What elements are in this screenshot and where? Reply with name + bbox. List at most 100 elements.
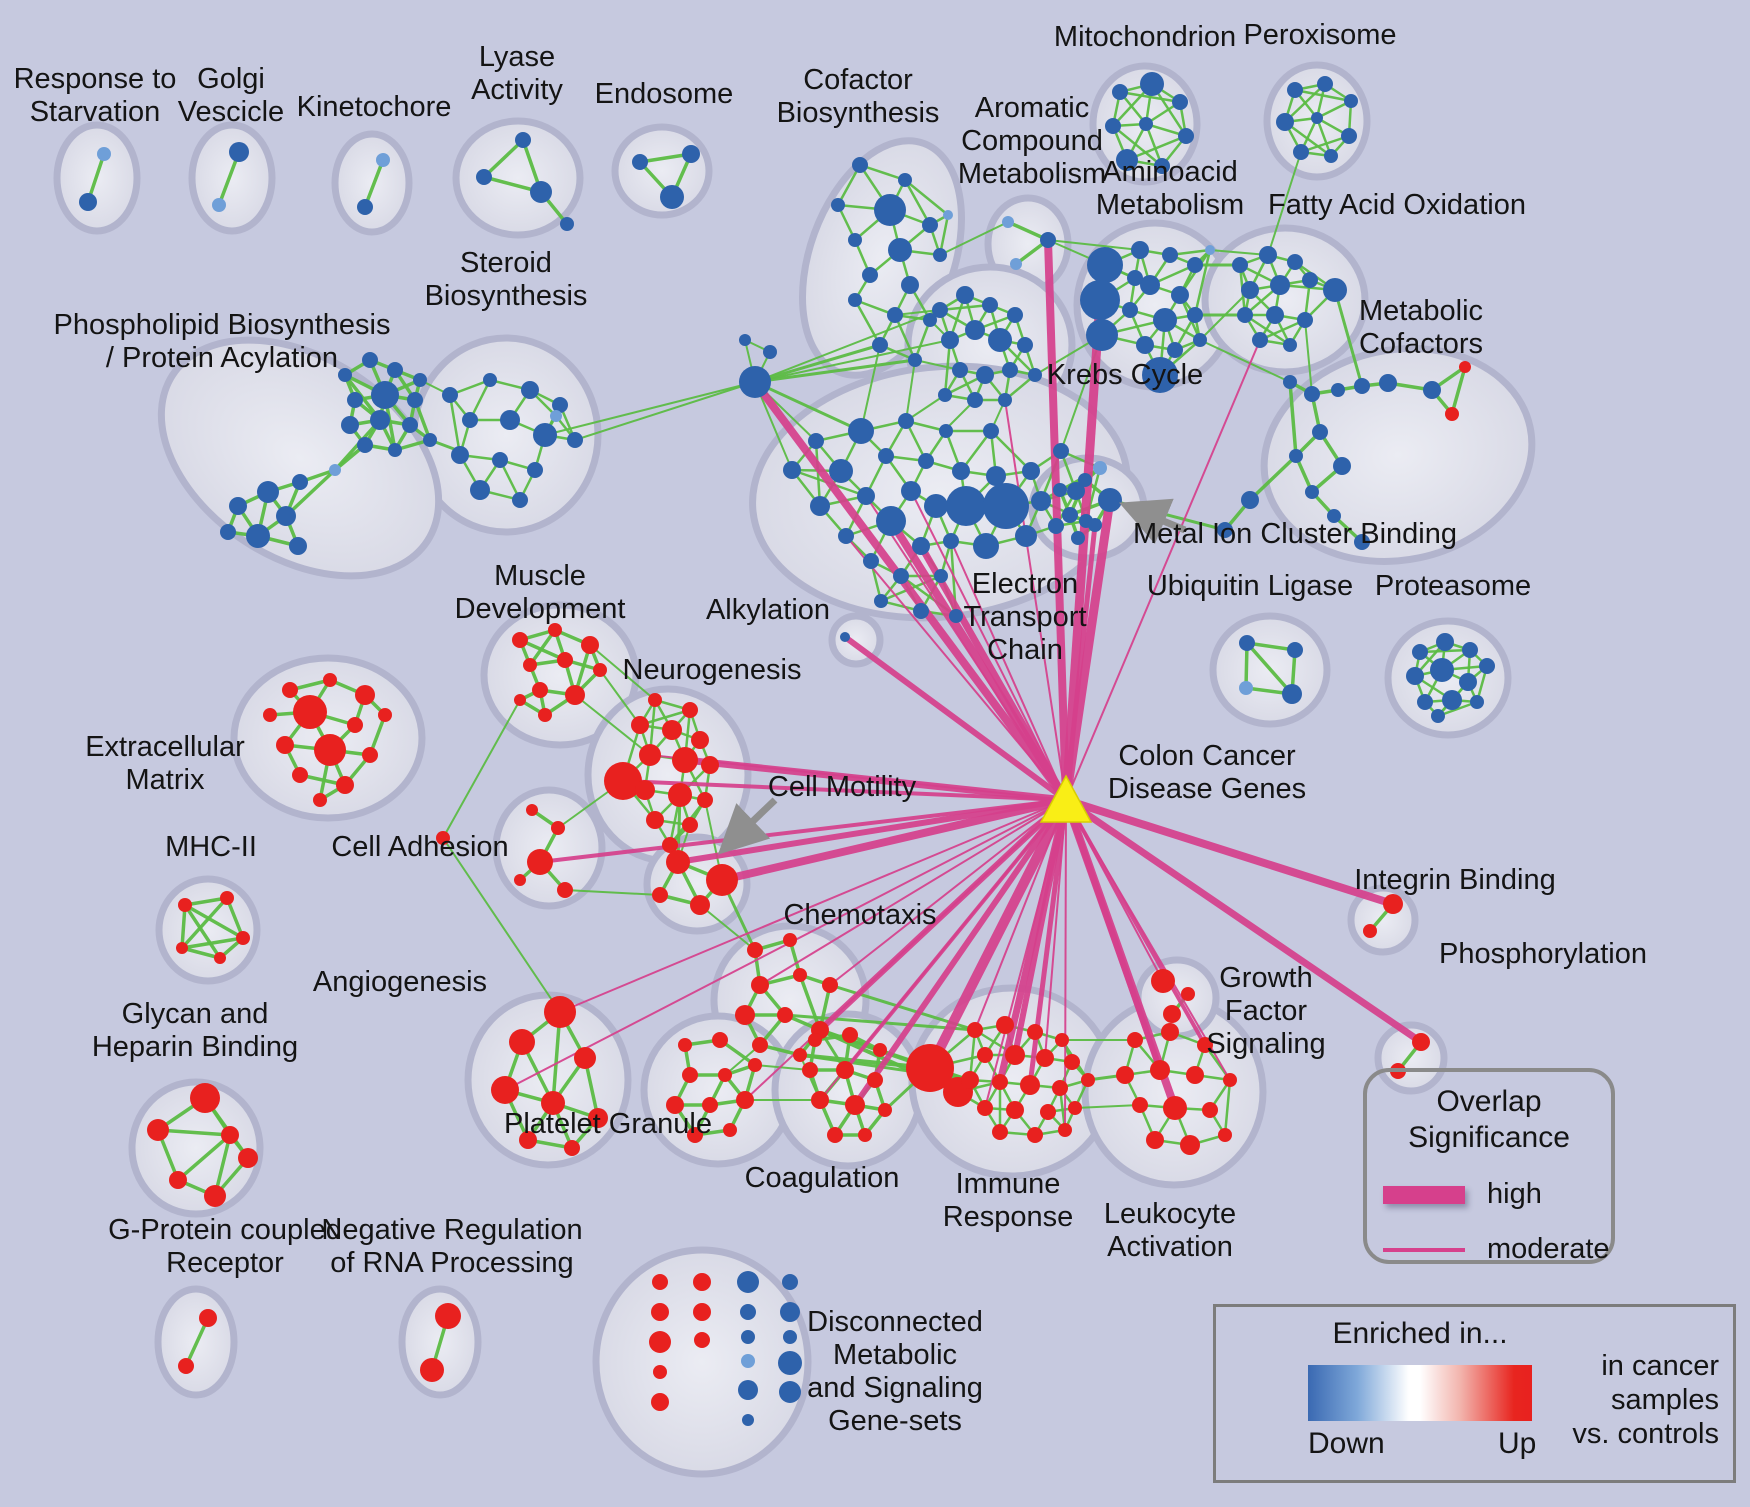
node-mhc-ii[interactable] <box>214 952 226 964</box>
node-disconnected-gene-sets[interactable] <box>783 1330 797 1344</box>
node-leukocyte-activation[interactable] <box>1202 1102 1218 1118</box>
node-fatty-acid-oxidation[interactable] <box>1266 306 1284 324</box>
node-immune-response[interactable] <box>1040 1104 1056 1120</box>
node-coagulation[interactable] <box>802 1062 818 1078</box>
node-disconnected-gene-sets[interactable] <box>651 1393 669 1411</box>
node-metabolic-cofactors[interactable] <box>1354 534 1370 550</box>
node-metal-ion-cluster-binding[interactable] <box>1053 483 1067 497</box>
node-neurogenesis[interactable] <box>672 747 698 773</box>
node-phospholipid-protein-acylation[interactable] <box>229 497 247 515</box>
node-leukocyte-activation[interactable] <box>1223 1073 1237 1087</box>
node-metal-ion-cluster-binding[interactable] <box>1062 507 1078 523</box>
node-coagulation[interactable] <box>845 1095 865 1115</box>
node-immune-response[interactable] <box>992 1074 1008 1090</box>
node-neurogenesis[interactable] <box>635 780 655 800</box>
node-leukocyte-activation[interactable] <box>1197 1037 1213 1053</box>
node-aminoacid-metabolism[interactable] <box>1162 247 1178 263</box>
node-extracellular-matrix[interactable] <box>362 747 378 763</box>
node-krebs-cycle[interactable] <box>976 366 994 384</box>
node-aminoacid-metabolism[interactable] <box>1087 247 1123 283</box>
bridge-node[interactable] <box>739 366 771 398</box>
node-disconnected-gene-sets[interactable] <box>694 1332 710 1348</box>
node-disconnected-gene-sets[interactable] <box>742 1414 754 1426</box>
node-chemotaxis[interactable] <box>783 933 797 947</box>
node-ubiquitin-ligase[interactable] <box>1287 642 1303 658</box>
bridge-node[interactable] <box>739 334 751 346</box>
node-electron-transport-chain[interactable] <box>924 494 948 518</box>
node-phospholipid-protein-acylation[interactable] <box>370 410 390 430</box>
node-alkylation[interactable] <box>840 632 850 642</box>
node-muscle-development[interactable] <box>523 658 537 672</box>
node-phospholipid-protein-acylation[interactable] <box>246 524 270 548</box>
node-peroxisome[interactable] <box>1293 144 1309 160</box>
node-muscle-development[interactable] <box>512 632 528 648</box>
node-proteasome[interactable] <box>1462 642 1478 658</box>
node-electron-transport-chain[interactable] <box>983 423 999 439</box>
node-mitochondrion[interactable] <box>1140 72 1164 96</box>
node-coagulation[interactable] <box>811 1091 829 1109</box>
node-mitochondrion[interactable] <box>1172 94 1188 110</box>
node-proteasome[interactable] <box>1412 644 1428 660</box>
node-phospholipid-protein-acylation[interactable] <box>413 373 427 387</box>
node-kinetochore[interactable] <box>376 153 390 167</box>
node-neurogenesis[interactable] <box>682 817 698 833</box>
node-mhc-ii[interactable] <box>236 931 250 945</box>
node-platelet-granule[interactable] <box>666 1096 684 1114</box>
node-cell-adhesion[interactable] <box>551 821 565 835</box>
node-immune-response[interactable] <box>961 1071 979 1089</box>
node-chemotaxis[interactable] <box>735 1005 755 1025</box>
node-disconnected-gene-sets[interactable] <box>741 1330 755 1344</box>
node-peroxisome[interactable] <box>1317 76 1333 92</box>
node-immune-response[interactable] <box>1006 1101 1024 1119</box>
node-phospholipid-protein-acylation[interactable] <box>357 437 373 453</box>
node-platelet-granule[interactable] <box>678 1038 692 1052</box>
node-krebs-cycle[interactable] <box>956 286 974 304</box>
node-cell-motility[interactable] <box>690 895 710 915</box>
node-disconnected-gene-sets[interactable] <box>652 1274 668 1290</box>
node-neurogenesis[interactable] <box>631 716 649 734</box>
node-cofactor-biosynthesis[interactable] <box>943 210 953 220</box>
node-platelet-granule[interactable] <box>736 1091 754 1109</box>
node-kinetochore[interactable] <box>357 199 373 215</box>
node-lyase-activity[interactable] <box>515 132 531 148</box>
node-angiogenesis[interactable] <box>541 1091 565 1115</box>
node-electron-transport-chain[interactable] <box>838 528 854 544</box>
node-immune-response[interactable] <box>977 1100 993 1116</box>
node-leukocyte-activation[interactable] <box>1116 1066 1134 1084</box>
node-electron-transport-chain[interactable] <box>973 533 999 559</box>
node-metabolic-cofactors[interactable] <box>1327 509 1341 523</box>
node-glycan-heparin-binding[interactable] <box>221 1126 239 1144</box>
node-metabolic-cofactors[interactable] <box>1305 485 1319 499</box>
node-immune-response[interactable] <box>1081 1073 1095 1087</box>
node-phosphorylation[interactable] <box>1412 1033 1430 1051</box>
node-proteasome[interactable] <box>1470 695 1484 709</box>
node-aminoacid-metabolism[interactable] <box>1140 275 1160 295</box>
node-disconnected-gene-sets[interactable] <box>779 1381 801 1403</box>
node-immune-response[interactable] <box>1052 1080 1068 1096</box>
node-chemotaxis[interactable] <box>793 1048 807 1062</box>
node-chemotaxis[interactable] <box>793 968 807 982</box>
node-negative-regulation-rna-processing[interactable] <box>420 1358 444 1382</box>
node-electron-transport-chain[interactable] <box>857 487 875 505</box>
node-cofactor-biosynthesis[interactable] <box>888 238 912 262</box>
node-immune-response[interactable] <box>1058 1123 1072 1137</box>
node-immune-response[interactable] <box>1020 1075 1040 1095</box>
node-electron-transport-chain[interactable] <box>808 433 824 449</box>
node-cofactor-biosynthesis[interactable] <box>848 233 862 247</box>
node-steroid-biosynthesis[interactable] <box>533 423 557 447</box>
node-metabolic-cofactors[interactable] <box>1333 457 1351 475</box>
node-immune-response[interactable] <box>1027 1024 1043 1040</box>
node-electron-transport-chain[interactable] <box>918 453 934 469</box>
node-chemotaxis[interactable] <box>777 1007 793 1023</box>
node-leukocyte-activation[interactable] <box>1163 1096 1187 1120</box>
node-growth-factor-signaling[interactable] <box>1151 969 1175 993</box>
node-electron-transport-chain[interactable] <box>1053 443 1069 459</box>
node-leukocyte-activation[interactable] <box>1146 1131 1164 1149</box>
node-proteasome[interactable] <box>1406 667 1424 685</box>
node-disconnected-gene-sets[interactable] <box>693 1303 711 1321</box>
node-growth-factor-signaling[interactable] <box>1163 1005 1181 1023</box>
node-phospholipid-protein-acylation[interactable] <box>341 416 359 434</box>
node-disconnected-gene-sets[interactable] <box>782 1274 798 1290</box>
node-aminoacid-metabolism[interactable] <box>1142 357 1178 393</box>
node-steroid-biosynthesis[interactable] <box>512 492 528 508</box>
